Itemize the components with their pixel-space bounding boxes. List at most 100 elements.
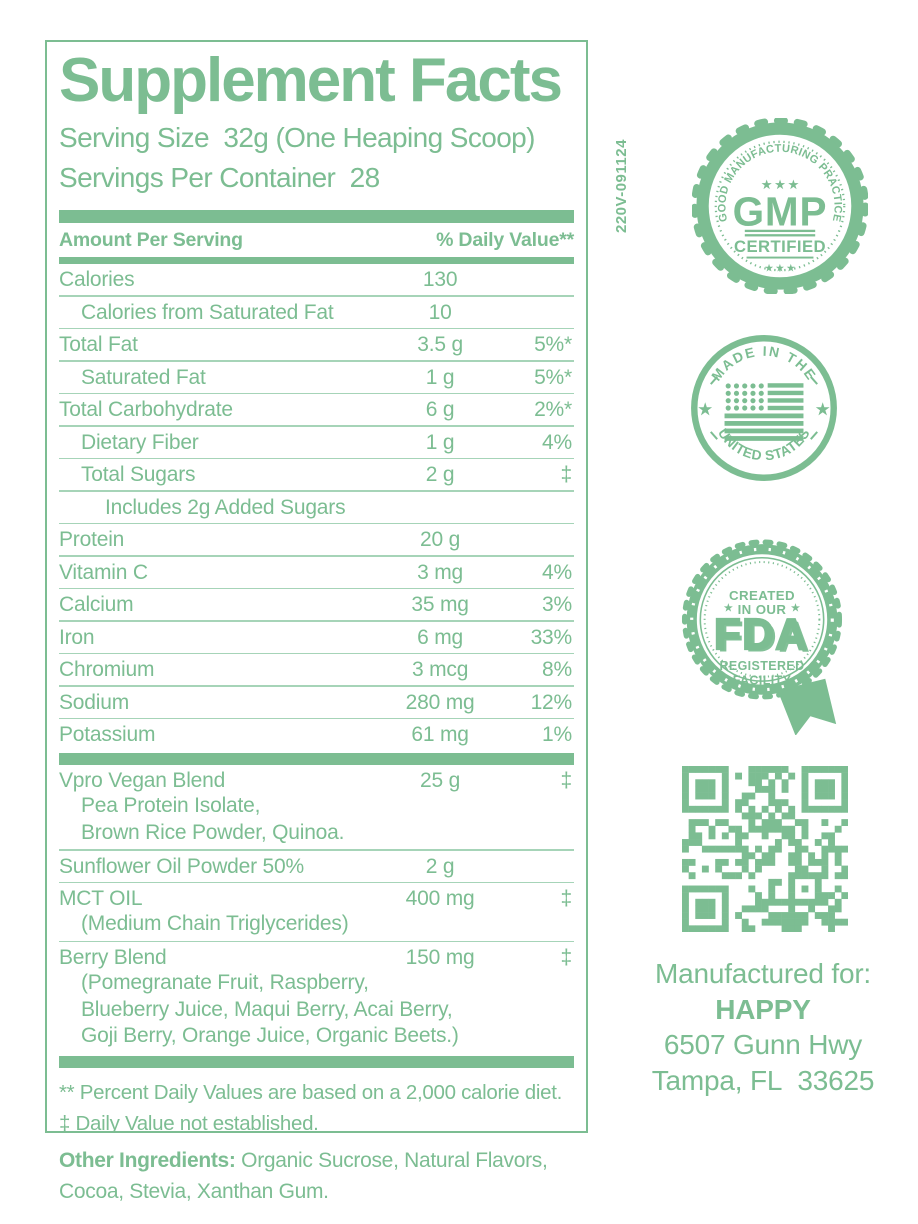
gmp-stars-top: ★ ★ ★: [761, 179, 798, 191]
fact-row: Total Sugars 2 g ‡: [59, 459, 574, 490]
nutrient-daily-value: ‡: [560, 946, 573, 969]
hairline-divider: [59, 652, 574, 654]
nutrient-amount: 6 mg: [417, 625, 464, 649]
daily-value-header: % Daily Value**: [436, 229, 574, 251]
nutrient-amount: 20 g: [420, 528, 461, 551]
nutrient-name: MCT OIL: [59, 887, 143, 910]
footnotes: ** Percent Daily Values are based on a 2…: [59, 1077, 574, 1133]
nutrient-name: Protein: [59, 528, 125, 551]
fact-row: Protein 20 g: [59, 524, 574, 555]
fact-row: Calories from Saturated Fat 10: [59, 297, 574, 328]
divider-bar-header: [59, 257, 574, 264]
fda-registered-badge-icon: CREATED IN OUR ★ ★ FDA FDA REGISTERED FA…: [681, 539, 843, 735]
nutrient-name: Sunflower Oil Powder 50%: [59, 854, 304, 878]
nutrient-daily-value: 12%: [530, 690, 573, 714]
nutrient-subtext: (Pomegranate Fruit, Raspberry,: [81, 971, 369, 994]
nutrient-amount: 400 mg: [405, 887, 475, 910]
hairline-divider: [59, 620, 574, 622]
nutrient-name: Chromium: [59, 658, 155, 681]
fact-row: Sunflower Oil Powder 50% 2 g: [59, 851, 574, 882]
fact-row: Sodium 280 mg 12%: [59, 687, 574, 718]
made-in-usa-badge-icon: MADE IN THE UNITED STATES ★ ★: [691, 335, 837, 481]
nutrient-subtext: Goji Berry, Orange Juice, Organic Beets.…: [81, 1024, 459, 1047]
fact-row: Berry Blend 150 mg ‡ (Pomegranate Fruit, Ra…: [59, 942, 574, 1053]
fda-star-right: ★: [791, 603, 800, 614]
fact-row: Chromium 3 mcg 8%: [59, 654, 574, 685]
lot-code: 220V-091124: [613, 139, 630, 233]
nutrient-amount: 3 mcg: [412, 658, 469, 681]
nutrient-name: Calcium: [59, 593, 134, 616]
fact-row: Calories 130: [59, 264, 574, 295]
fact-row: Calcium 35 mg 3%: [59, 589, 574, 620]
serving-size-line: Serving Size 32g (One Heaping Scoop): [59, 122, 535, 153]
hairline-divider: [59, 392, 574, 394]
fact-row: Total Carbohydrate 6 g 2%*: [59, 394, 574, 425]
hairline-divider: [59, 881, 574, 883]
nutrient-daily-value: 3%: [542, 593, 572, 616]
panel-title: Supplement Facts: [59, 46, 563, 115]
nutrient-name: Total Carbohydrate: [59, 398, 233, 421]
nutrient-name: Berry Blend: [59, 946, 167, 969]
hairline-divider: [59, 522, 574, 524]
hairline-divider: [59, 457, 574, 459]
nutrient-amount: 61 mg: [411, 723, 469, 746]
fda-center-shadow: FDA: [717, 612, 812, 661]
supplement-facts-label: Supplement Facts Serving Size 32g (One H…: [45, 40, 588, 1133]
nutrient-daily-value: ‡: [560, 769, 573, 792]
fda-center-text: FDA: [714, 610, 809, 659]
nutrient-amount: 130: [422, 268, 458, 291]
other-ingredients-text: Organic Sucrose, Natural Flavors, Cocoa,…: [59, 1149, 548, 1203]
nutrient-subtext: Blueberry Juice, Maqui Berry, Acai Berry…: [81, 997, 453, 1021]
hairline-divider: [59, 490, 574, 492]
fact-row: Includes 2g Added Sugars: [59, 492, 574, 523]
hairline-divider: [59, 717, 574, 719]
servings-per-container-line: Servings Per Container 28: [59, 162, 380, 193]
fda-top2-text: IN OUR: [738, 602, 787, 617]
footnote-daily-values: ** Percent Daily Values are based on a 2…: [59, 1080, 563, 1104]
nutrient-amount: 25 g: [420, 769, 461, 792]
address-line2: Tampa, FL 33625: [651, 1064, 875, 1096]
gmp-center-text: GMP: [733, 188, 828, 234]
nutrient-amount: 3 mg: [417, 560, 464, 584]
nutrient-amount: 35 mg: [411, 593, 469, 616]
hairline-divider: [59, 587, 574, 589]
usa-star-left: ★: [698, 401, 713, 418]
nutrient-daily-value: 33%: [530, 625, 573, 649]
gmp-stars-bottom: ★ ★ ★: [764, 263, 796, 273]
fact-row: Vpro Vegan Blend 25 g ‡ Pea Protein Isolate…: [59, 765, 574, 849]
fact-row: Iron 6 mg 33%: [59, 622, 574, 653]
gmp-certified-text: CERTIFIED: [734, 237, 826, 256]
other-ingredients-label: Other Ingredients:: [59, 1149, 236, 1172]
nutrient-name: Calories from Saturated Fat: [81, 300, 334, 324]
nutrient-amount: 1 g: [425, 365, 455, 389]
footnote-dagger: ‡ Daily Value not established.: [59, 1111, 319, 1133]
fda-bottom1-text: REGISTERED: [719, 659, 804, 673]
nutrient-name: Vitamin C: [59, 560, 148, 584]
hairline-divider: [59, 295, 574, 297]
fda-top1-text: CREATED: [729, 588, 795, 603]
usa-star-right: ★: [816, 401, 831, 418]
nutrient-daily-value: 8%: [542, 658, 572, 681]
nutrient-name: Potassium: [59, 723, 156, 746]
fda-star-left: ★: [724, 603, 733, 614]
nutrient-name: Dietary Fiber: [81, 430, 199, 454]
nutrient-name: Total Sugars: [81, 463, 196, 486]
hairline-divider: [59, 360, 574, 362]
fact-row: Potassium 61 mg 1%: [59, 719, 574, 750]
nutrient-daily-value: 5%*: [534, 365, 572, 389]
qr-code: [682, 766, 848, 932]
address-line1: 6507 Gunn Hwy: [663, 1029, 863, 1060]
nutrient-daily-value: 4%: [542, 560, 572, 584]
nutrient-name: Includes 2g Added Sugars: [105, 495, 346, 519]
nutrient-name: Sodium: [59, 690, 130, 714]
usa-flag-icon: [724, 383, 804, 441]
nutrient-name: Saturated Fat: [81, 365, 206, 389]
hairline-divider: [59, 940, 574, 942]
nutrient-daily-value: 2%*: [534, 398, 572, 421]
nutrient-amount: 1 g: [425, 430, 455, 454]
nutrient-name: Iron: [59, 625, 95, 649]
gmp-certified-badge-icon: GOOD MANUFACTURING PRACTICE ★ ★ ★ GMP CE…: [692, 118, 868, 294]
nutrient-name: Vpro Vegan Blend: [59, 769, 226, 792]
nutrient-amount: 150 mg: [405, 946, 475, 969]
nutrient-daily-value: 1%: [542, 723, 572, 746]
